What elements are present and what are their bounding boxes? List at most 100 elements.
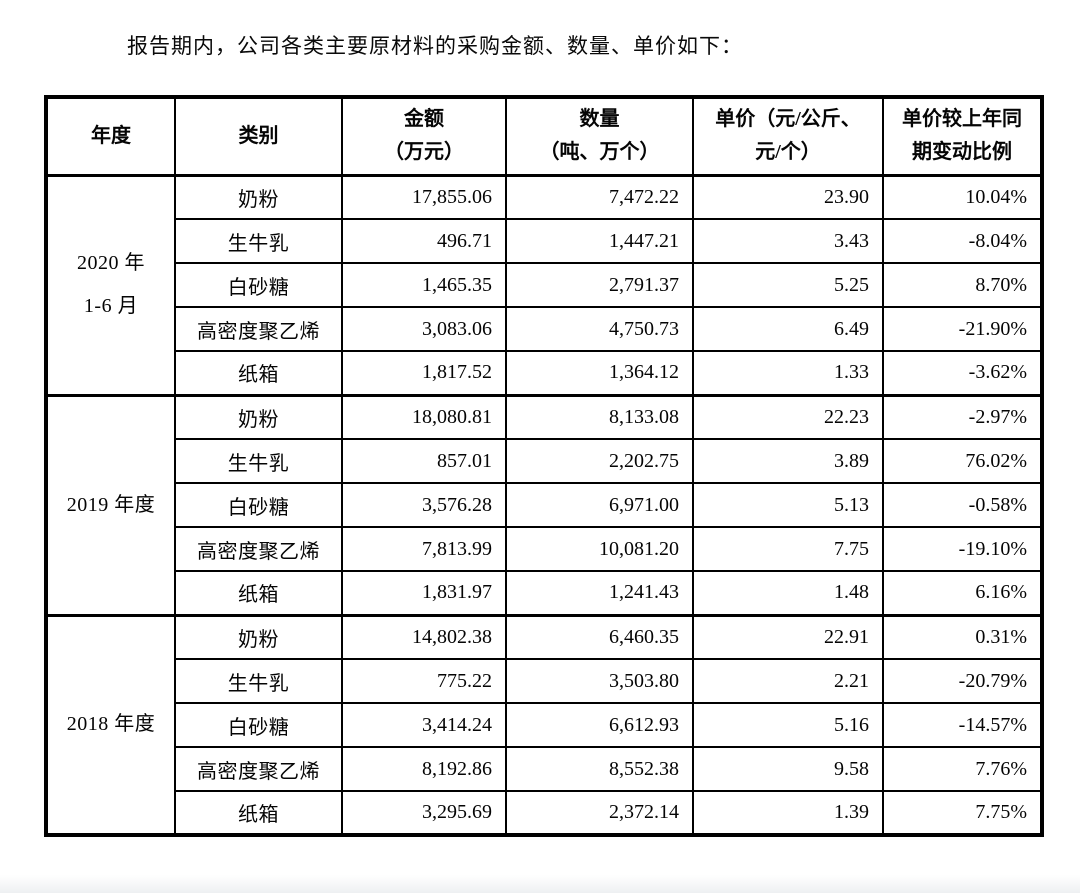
yoy-change-cell: -3.62% bbox=[882, 350, 1043, 396]
amount-cell: 857.01 bbox=[341, 438, 507, 484]
unit-price-cell: 1.39 bbox=[692, 790, 884, 836]
yoy-change-cell: 76.02% bbox=[882, 438, 1043, 484]
amount-cell: 1,465.35 bbox=[341, 262, 507, 308]
yoy-change-cell: 7.75% bbox=[882, 790, 1043, 836]
unit-price-cell: 1.48 bbox=[692, 570, 884, 616]
yoy-change-cell: 10.04% bbox=[882, 173, 1043, 220]
quantity-cell: 8,552.38 bbox=[505, 746, 694, 792]
unit-price-cell: 2.21 bbox=[692, 658, 884, 704]
table-row: 生牛乳 857.01 2,202.75 3.89 76.02% bbox=[46, 438, 1043, 484]
quantity-cell: 6,460.35 bbox=[505, 613, 694, 660]
header-category: 类别 bbox=[174, 96, 343, 177]
table-row: 生牛乳 496.71 1,447.21 3.43 -8.04% bbox=[46, 218, 1043, 264]
table-row: 纸箱 1,817.52 1,364.12 1.33 -3.62% bbox=[46, 350, 1043, 396]
amount-cell: 775.22 bbox=[341, 658, 507, 704]
category-cell: 高密度聚乙烯 bbox=[174, 306, 343, 352]
quantity-cell: 4,750.73 bbox=[505, 306, 694, 352]
yoy-change-cell: 6.16% bbox=[882, 570, 1043, 616]
amount-cell: 3,295.69 bbox=[341, 790, 507, 836]
quantity-cell: 10,081.20 bbox=[505, 526, 694, 572]
table-row: 高密度聚乙烯 7,813.99 10,081.20 7.75 -19.10% bbox=[46, 526, 1043, 572]
table-header-row: 年度 类别 金额 （万元） 数量 （吨、万个） 单价（元/公斤、 元/个） 单价… bbox=[45, 96, 1043, 177]
header-yoy-change: 单价较上年同 期变动比例 bbox=[882, 96, 1043, 177]
quantity-cell: 8,133.08 bbox=[505, 393, 694, 440]
quantity-cell: 1,364.12 bbox=[505, 350, 694, 396]
raw-materials-table: 年度 类别 金额 （万元） 数量 （吨、万个） 单价（元/公斤、 元/个） 单价… bbox=[44, 95, 1044, 837]
unit-price-cell: 5.13 bbox=[692, 482, 884, 528]
category-cell: 生牛乳 bbox=[174, 658, 343, 704]
category-cell: 纸箱 bbox=[174, 350, 343, 396]
category-cell: 生牛乳 bbox=[174, 218, 343, 264]
unit-price-cell: 3.43 bbox=[692, 218, 884, 264]
category-cell: 奶粉 bbox=[174, 173, 343, 220]
table-row: 纸箱 3,295.69 2,372.14 1.39 7.75% bbox=[46, 790, 1043, 836]
category-cell: 纸箱 bbox=[174, 570, 343, 616]
table-row: 生牛乳 775.22 3,503.80 2.21 -20.79% bbox=[46, 658, 1043, 704]
year-cell: 2018 年度 bbox=[45, 613, 176, 836]
unit-price-cell: 1.33 bbox=[692, 350, 884, 396]
unit-price-cell: 22.91 bbox=[692, 613, 884, 660]
header-quantity: 数量 （吨、万个） bbox=[505, 96, 694, 177]
amount-cell: 1,817.52 bbox=[341, 350, 507, 396]
table-row: 白砂糖 3,414.24 6,612.93 5.16 -14.57% bbox=[46, 702, 1043, 748]
category-cell: 白砂糖 bbox=[174, 482, 343, 528]
header-amount: 金额 （万元） bbox=[341, 96, 507, 177]
amount-cell: 496.71 bbox=[341, 218, 507, 264]
quantity-cell: 6,612.93 bbox=[505, 702, 694, 748]
yoy-change-cell: -21.90% bbox=[882, 306, 1043, 352]
yoy-change-cell: -14.57% bbox=[882, 702, 1043, 748]
intro-text: 报告期内，公司各类主要原材料的采购金额、数量、单价如下： bbox=[127, 34, 743, 58]
yoy-change-cell: 0.31% bbox=[882, 613, 1043, 660]
yoy-change-cell: -8.04% bbox=[882, 218, 1043, 264]
page-bottom-edge bbox=[0, 875, 1080, 893]
quantity-cell: 1,447.21 bbox=[505, 218, 694, 264]
amount-cell: 1,831.97 bbox=[341, 570, 507, 616]
quantity-cell: 1,241.43 bbox=[505, 570, 694, 616]
amount-cell: 14,802.38 bbox=[341, 613, 507, 660]
quantity-cell: 7,472.22 bbox=[505, 173, 694, 220]
yoy-change-cell: 8.70% bbox=[882, 262, 1043, 308]
unit-price-cell: 7.75 bbox=[692, 526, 884, 572]
yoy-change-cell: -2.97% bbox=[882, 393, 1043, 440]
header-unit-price: 单价（元/公斤、 元/个） bbox=[692, 96, 884, 177]
category-cell: 白砂糖 bbox=[174, 702, 343, 748]
category-cell: 高密度聚乙烯 bbox=[174, 746, 343, 792]
table-row: 2018 年度 奶粉 14,802.38 6,460.35 22.91 0.31… bbox=[45, 613, 1043, 836]
table-row: 高密度聚乙烯 8,192.86 8,552.38 9.58 7.76% bbox=[46, 746, 1043, 792]
yoy-change-cell: -0.58% bbox=[882, 482, 1043, 528]
quantity-cell: 2,791.37 bbox=[505, 262, 694, 308]
category-cell: 生牛乳 bbox=[174, 438, 343, 484]
unit-price-cell: 5.25 bbox=[692, 262, 884, 308]
unit-price-cell: 23.90 bbox=[692, 173, 884, 220]
table-row: 纸箱 1,831.97 1,241.43 1.48 6.16% bbox=[46, 570, 1043, 616]
table-row: 2020 年 1-6 月 奶粉 17,855.06 7,472.22 23.90… bbox=[45, 173, 1043, 396]
yoy-change-cell: -20.79% bbox=[882, 658, 1043, 704]
unit-price-cell: 6.49 bbox=[692, 306, 884, 352]
amount-cell: 8,192.86 bbox=[341, 746, 507, 792]
table-row: 高密度聚乙烯 3,083.06 4,750.73 6.49 -21.90% bbox=[46, 306, 1043, 352]
category-cell: 高密度聚乙烯 bbox=[174, 526, 343, 572]
amount-cell: 3,576.28 bbox=[341, 482, 507, 528]
year-section-2020h1: 2020 年 1-6 月 奶粉 17,855.06 7,472.22 23.90… bbox=[45, 173, 1043, 396]
year-cell: 2020 年 1-6 月 bbox=[45, 173, 176, 396]
year-section-2019: 2019 年度 奶粉 18,080.81 8,133.08 22.23 -2.9… bbox=[45, 393, 1043, 616]
table-row: 白砂糖 1,465.35 2,791.37 5.25 8.70% bbox=[46, 262, 1043, 308]
quantity-cell: 2,372.14 bbox=[505, 790, 694, 836]
category-cell: 奶粉 bbox=[174, 393, 343, 440]
quantity-cell: 6,971.00 bbox=[505, 482, 694, 528]
header-year: 年度 bbox=[45, 96, 176, 177]
quantity-cell: 3,503.80 bbox=[505, 658, 694, 704]
category-cell: 白砂糖 bbox=[174, 262, 343, 308]
amount-cell: 3,414.24 bbox=[341, 702, 507, 748]
year-section-2018: 2018 年度 奶粉 14,802.38 6,460.35 22.91 0.31… bbox=[45, 613, 1043, 836]
yoy-change-cell: 7.76% bbox=[882, 746, 1043, 792]
unit-price-cell: 5.16 bbox=[692, 702, 884, 748]
year-cell: 2019 年度 bbox=[45, 393, 176, 616]
unit-price-cell: 3.89 bbox=[692, 438, 884, 484]
amount-cell: 17,855.06 bbox=[341, 173, 507, 220]
table-row: 白砂糖 3,576.28 6,971.00 5.13 -0.58% bbox=[46, 482, 1043, 528]
amount-cell: 3,083.06 bbox=[341, 306, 507, 352]
quantity-cell: 2,202.75 bbox=[505, 438, 694, 484]
yoy-change-cell: -19.10% bbox=[882, 526, 1043, 572]
